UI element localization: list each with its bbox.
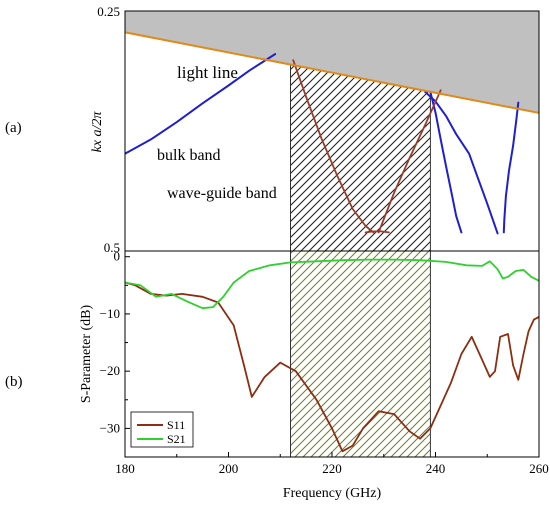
y-tick-label: −30 [100,420,120,435]
light-line [125,31,539,114]
light-line-label: light line [177,63,238,82]
panel-label-b: (b) [5,374,23,390]
x-tick-label: 240 [426,461,446,476]
waveguide-band-curve-5 [377,89,442,234]
dispersion-y-tick-label: 0.5 [104,240,120,255]
series-s21-line [125,258,539,310]
y-tick-label: −20 [100,363,120,378]
bulk-band-curve-0 [125,53,277,155]
bulk-band-curve-3 [502,101,520,234]
waveguide-band-curve-6 [364,230,390,234]
bulk-band-curve-2 [429,90,463,234]
legend: S11 S21 [130,411,194,448]
y-tick-label: 0 [114,249,121,264]
s-parameter-panel: 180 200 220 240 260 0 −10 −20 −30 S-Parameter (d… [5,249,549,501]
x-axis-label: Frequency (GHz) [283,486,382,501]
legend-label-s11: S11 [167,418,185,432]
legend-label-s21: S21 [167,432,186,446]
waveguide-band-label: wave-guide band [167,185,277,202]
bulk-band-label: bulk band [157,147,221,164]
legend-box [130,411,194,448]
panel-label-a: (a) [5,120,22,136]
waveguide-band-curve-4 [292,59,375,234]
light-cone-region [125,11,539,113]
sparam-hatched-band [290,251,431,457]
y-tick-label: −10 [100,306,120,321]
dispersion-y-tick-label: 0.25 [97,4,120,19]
series-s11-line [125,281,539,453]
x-tick-label: 220 [322,461,342,476]
x-tick-label: 260 [529,461,549,476]
dispersion-panel: 0.25 0.5 light line bulk band wave-guide … [5,4,540,255]
x-tick-label: 180 [115,461,135,476]
dispersion-y-axis-label: kx a/2π [90,111,105,153]
s-parameter-y-axis-label: S-Parameter (dB) [79,304,94,403]
x-tick-label: 200 [219,461,239,476]
bulk-band-curve-1 [424,90,499,235]
